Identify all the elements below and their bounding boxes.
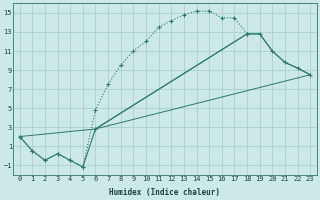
X-axis label: Humidex (Indice chaleur): Humidex (Indice chaleur) xyxy=(109,188,220,197)
